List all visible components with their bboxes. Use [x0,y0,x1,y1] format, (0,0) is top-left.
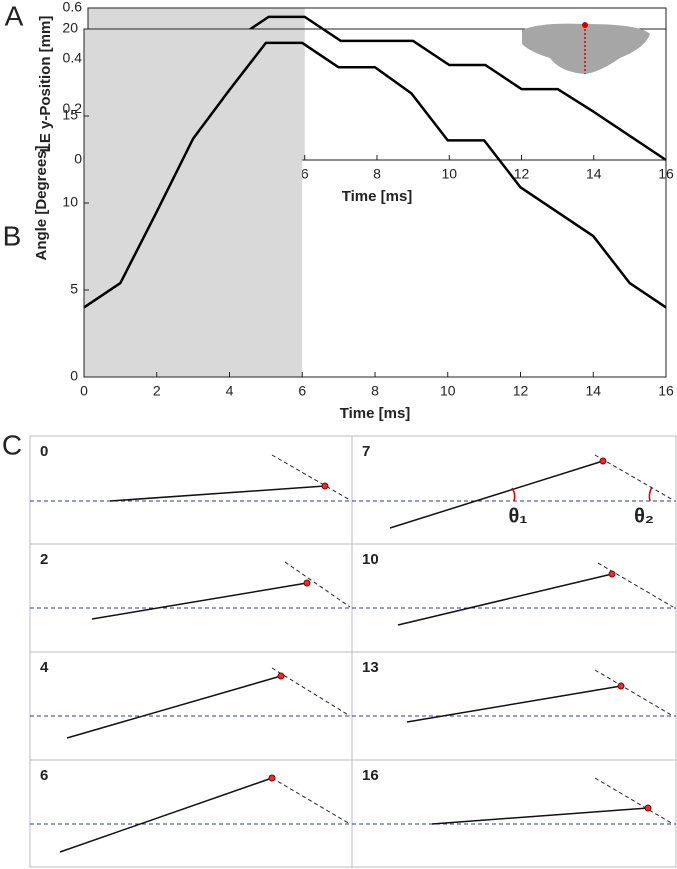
frame-label: 7 [362,443,370,460]
plate [91,582,308,620]
x-tick-label: 2 [153,383,161,399]
plate [406,685,622,723]
y-axis-label: LE y-Position [mm] [37,16,54,153]
trajectory-line [594,669,674,717]
angle-label: θ₂ [634,505,654,527]
trajectory-line [271,667,351,717]
leading-edge [277,672,285,680]
x-tick-label: 14 [586,166,602,182]
frame-label: 6 [40,767,48,784]
x-tick-label: 16 [658,383,674,399]
frame-label: 2 [40,551,48,568]
y-tick-label: 0 [70,368,78,384]
data-line [83,41,667,309]
frame-label: 10 [362,551,379,568]
frame-label: 4 [40,659,49,676]
x-axis-label: Time [ms] [342,188,413,205]
plate [397,573,613,626]
y-tick-label: 0 [74,151,82,167]
x-tick-label: 10 [441,166,457,182]
inset-airfoil [522,22,650,75]
plate [59,777,273,853]
frame-label: 13 [362,659,379,676]
x-tick-label: 14 [585,383,601,399]
leading-edge [599,457,607,465]
trajectory-line [594,454,674,501]
y-tick-label: 0.2 [63,100,83,116]
x-tick-label: 8 [371,383,379,399]
angle-arc [511,487,516,502]
plate [431,807,649,825]
x-tick-label: 6 [298,383,306,399]
x-tick-label: 8 [373,166,381,182]
trajectory-line [271,454,351,501]
trajectory-line [271,777,351,825]
panel-label: A [5,0,24,31]
plate [66,675,282,739]
trajectory-line [594,777,674,825]
angle-arc [648,486,653,502]
y-tick-label: 5 [70,281,78,297]
trajectory-line [597,562,674,608]
frame-label: 16 [362,767,379,784]
leading-edge [321,482,329,490]
axes-frame [83,28,667,378]
airfoil-shape [522,23,650,75]
frame-label: 0 [40,443,48,460]
x-tick-label: 12 [514,166,530,182]
panel-label: B [3,220,22,251]
x-tick-label: 12 [513,383,529,399]
x-axis-label: Time [ms] [340,405,411,422]
x-tick-label: 0 [80,383,88,399]
leading-edge [303,579,311,587]
y-tick-label: 15 [62,107,78,123]
leading-edge [617,682,625,690]
plate [109,485,326,502]
inset-marker [582,22,588,28]
y-tick-label: 0.4 [63,49,83,65]
y-tick-label: 20 [62,20,78,36]
angle-label: θ₁ [508,505,527,527]
x-tick-label: 10 [440,383,456,399]
y-tick-label: 10 [62,194,78,210]
x-tick-label: 6 [301,166,309,182]
trajectory-line [284,561,351,608]
y-tick-label: 0.6 [63,0,83,15]
shaded-region [84,29,303,377]
plate [389,460,604,529]
panel-label: C [2,429,22,460]
leading-edge [268,774,276,782]
leading-edge [608,570,616,578]
x-tick-label: 4 [226,383,234,399]
y-axis-label: Angle [Degrees] [33,145,50,260]
leading-edge [644,804,652,812]
